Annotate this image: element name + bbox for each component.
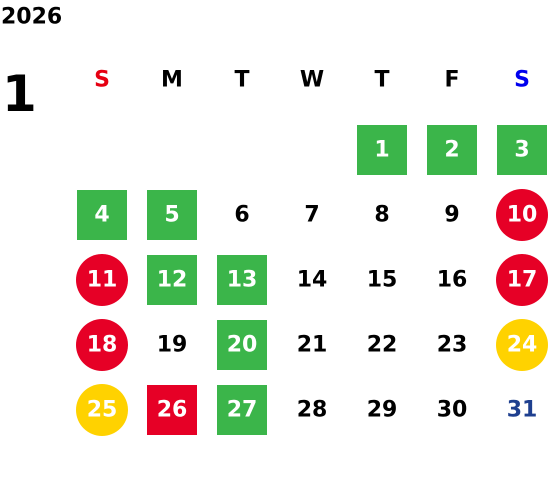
day-number: 25 bbox=[87, 398, 118, 423]
day-marker bbox=[496, 189, 548, 241]
day-number: 21 bbox=[297, 333, 328, 358]
month: 1 bbox=[2, 65, 37, 123]
day-number: 11 bbox=[87, 268, 118, 293]
day-number: 18 bbox=[87, 333, 118, 358]
day-number: 7 bbox=[304, 203, 319, 228]
day-number: 29 bbox=[367, 398, 398, 423]
day-number: 1 bbox=[374, 138, 389, 163]
day-marker bbox=[496, 254, 548, 306]
day-number: 16 bbox=[437, 268, 468, 293]
day-marker bbox=[147, 385, 197, 435]
weekday-label: S bbox=[94, 68, 110, 93]
day-marker bbox=[217, 255, 267, 305]
day-number: 17 bbox=[507, 268, 538, 293]
day-marker bbox=[217, 385, 267, 435]
day-number: 31 bbox=[507, 398, 538, 423]
day-number: 14 bbox=[297, 268, 328, 293]
day-number: 8 bbox=[374, 203, 389, 228]
day-number: 20 bbox=[227, 333, 258, 358]
day-number: 23 bbox=[437, 333, 468, 358]
day-marker bbox=[217, 320, 267, 370]
day-marker bbox=[77, 190, 127, 240]
day-number: 13 bbox=[227, 268, 258, 293]
day-number: 22 bbox=[367, 333, 398, 358]
weekday-label: S bbox=[514, 68, 530, 93]
day-number: 3 bbox=[514, 138, 529, 163]
day-marker bbox=[76, 384, 128, 436]
day-number: 5 bbox=[164, 203, 179, 228]
day-number: 6 bbox=[234, 203, 249, 228]
day-marker bbox=[147, 190, 197, 240]
day-number: 10 bbox=[507, 203, 538, 228]
day-marker bbox=[496, 319, 548, 371]
day-marker bbox=[76, 319, 128, 371]
day-number: 15 bbox=[367, 268, 398, 293]
day-number: 27 bbox=[227, 398, 258, 423]
weekday-label: F bbox=[444, 68, 459, 93]
day-number: 30 bbox=[437, 398, 468, 423]
day-number: 9 bbox=[444, 203, 459, 228]
day-number: 24 bbox=[507, 333, 538, 358]
weekday-label: M bbox=[161, 68, 183, 93]
day-marker bbox=[147, 255, 197, 305]
day-number: 4 bbox=[94, 203, 109, 228]
day-number: 26 bbox=[157, 398, 188, 423]
day-marker bbox=[497, 125, 547, 175]
day-number: 2 bbox=[444, 138, 459, 163]
day-number: 12 bbox=[157, 268, 188, 293]
day-number: 28 bbox=[297, 398, 328, 423]
day-number: 19 bbox=[157, 333, 188, 358]
day-marker bbox=[357, 125, 407, 175]
year: 2026 bbox=[1, 5, 62, 30]
day-marker bbox=[76, 254, 128, 306]
weekday-label: W bbox=[300, 68, 324, 93]
weekday-label: T bbox=[374, 68, 389, 93]
weekday-label: T bbox=[234, 68, 249, 93]
day-marker bbox=[427, 125, 477, 175]
